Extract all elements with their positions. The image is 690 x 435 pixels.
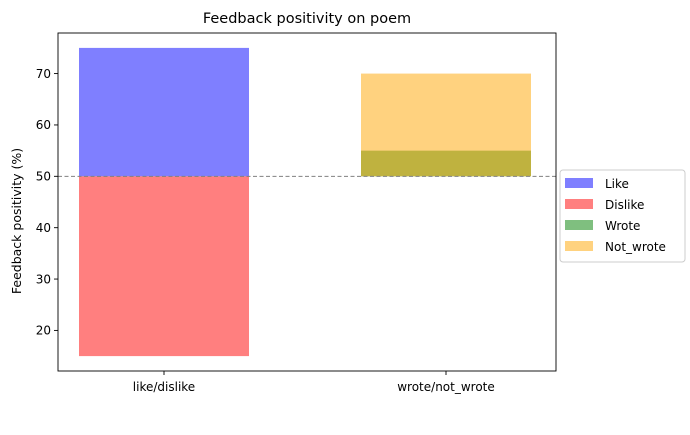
bar-like [79,47,249,177]
axes: 20 30 40 50 60 70 like/dislike wrote/not_wrote [36,32,557,394]
legend-swatch-dislike [565,199,593,209]
legend: Like Dislike Wrote Not_wrote [559,169,686,263]
legend-label: Like [605,177,629,191]
y-tick-label: 30 [36,272,51,286]
legend-label: Wrote [605,219,640,233]
legend-label: Not_wrote [605,240,666,254]
plot-frame [57,32,557,372]
x-tick-label: wrote/not_wrote [397,380,495,394]
y-tick-label: 60 [36,118,51,132]
bars [79,47,531,357]
y-tick-label: 20 [36,324,51,338]
legend-swatch-wrote [565,220,593,230]
legend-swatch-not-wrote [565,241,593,251]
x-tick-label: like/dislike [133,380,195,394]
chart-title: Feedback positivity on poem [203,11,411,27]
y-axis-label: Feedback positivity (%) [9,148,24,294]
legend-swatch-like [565,178,593,188]
y-tick-label: 50 [36,170,51,184]
legend-box [559,169,686,263]
y-tick-label: 40 [36,221,51,235]
bar-dislike [79,176,249,357]
y-tick-label: 70 [36,67,51,81]
legend-label: Dislike [605,198,644,212]
bar-not-wrote [361,73,531,177]
